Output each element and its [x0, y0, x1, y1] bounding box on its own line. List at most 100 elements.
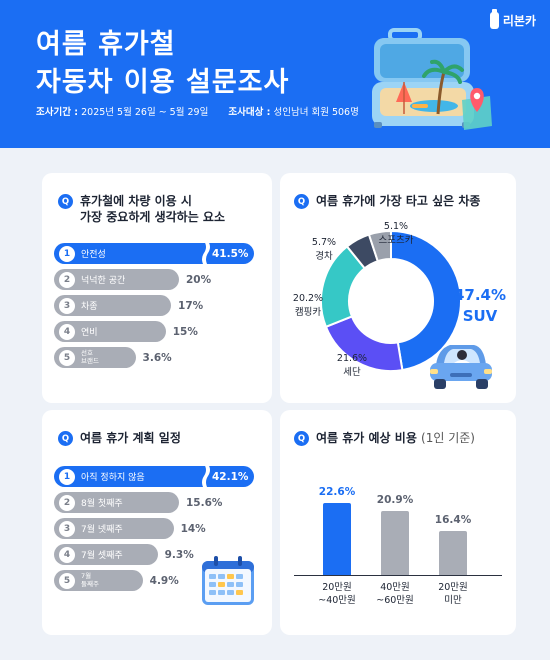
q4-title: Q 여름 휴가 예상 비용 (1인 기준)	[294, 430, 475, 446]
q3-bar-value: 4.9%	[149, 574, 179, 587]
q1-rank-badge: 5	[59, 349, 75, 366]
q1-bar: 2 넉넉한 공간	[54, 269, 179, 290]
q1-bar-value: 3.6%	[142, 351, 172, 364]
q1-bar-value: 17%	[178, 299, 204, 312]
target-label: 조사대상 :	[228, 107, 271, 118]
q3-rank-badge: 2	[59, 494, 75, 511]
q1-axis-break-icon	[202, 241, 210, 266]
q3-rank-badge: 4	[59, 546, 75, 563]
q2-slice-value: 20.2%	[292, 293, 324, 304]
q1-card: Q 휴가철에 차량 이용 시 가장 중요하게 생각하는 요소 1 안전성 41.5%…	[42, 173, 272, 403]
q1-bar-label: 안전성	[81, 250, 106, 260]
q4-column-category: 20만원 ~40만원	[318, 582, 356, 606]
q1-bar-row: 2 넉넉한 공간 20%	[54, 269, 264, 290]
header-banner: 여름 휴가철 자동차 이용 설문조사 조사기간 : 2025년 5월 26일 ~…	[0, 0, 550, 148]
q1-bar-label: 연비	[81, 328, 98, 338]
q4-column-value: 16.4%	[434, 513, 472, 526]
q2-slice-label: 5.1% 스포츠카	[372, 220, 420, 248]
q3-bar-row: 1 아직 정하지 않음 42.1%	[54, 464, 264, 489]
target-value: 성인남녀 회원 506명	[273, 107, 359, 118]
q2-donut-slice	[390, 229, 462, 372]
q3-bar-value: 42.1%	[212, 470, 249, 483]
q1-bar-row: 4 연비 15%	[54, 321, 264, 342]
q1-rank-badge: 2	[59, 271, 75, 288]
q1-rank-badge: 3	[59, 297, 75, 314]
q1-rank-badge: 1	[59, 245, 75, 262]
car-illustration	[430, 345, 492, 389]
q1-bar-row: 5 선호 브랜드 3.6%	[54, 347, 264, 368]
period-label: 조사기간 :	[36, 107, 79, 118]
q2-donut-slice	[367, 229, 392, 263]
q4-title-suffix: (1인 기준)	[421, 431, 475, 445]
q1-title-line1: 휴가철에 차량 이용 시	[80, 194, 192, 208]
logo-icon	[489, 9, 499, 29]
q2-slice-label: 5.7% 경차	[300, 236, 348, 264]
q2-slice-category: 캠핑카	[294, 307, 322, 318]
calendar-illustration	[202, 556, 254, 605]
brand-logo: 리본카	[489, 9, 536, 29]
q3-bar-label: 7월 셋째주	[81, 551, 123, 561]
page-title-line1: 여름 휴가철	[36, 29, 176, 60]
q2-slice-category: 경차	[315, 251, 333, 262]
q4-baseline	[294, 575, 502, 576]
q1-bar-value: 20%	[186, 273, 212, 286]
q3-title-text: 여름 휴가 계획 일정	[80, 431, 181, 445]
q1-bar-row: 3 차종 17%	[54, 295, 264, 316]
q4-card: Q 여름 휴가 예상 비용 (1인 기준) 22.6% 20만원 ~40만원 20.9…	[280, 410, 516, 635]
page-title-line2: 자동차 이용 설문조사	[36, 67, 290, 98]
period-value: 2025년 5월 26일 ~ 5월 29일	[81, 107, 209, 118]
q1-title-line2: 가장 중요하게 생각하는 요소	[80, 210, 226, 224]
q4-column-value: 22.6%	[318, 486, 356, 498]
q2-title-text: 여름 휴가에 가장 타고 싶은 차종	[316, 194, 481, 208]
q4-column	[439, 530, 467, 575]
q3-bar-row: 2 8월 첫째주 15.6%	[54, 492, 264, 513]
suitcase-beach-illustration	[372, 28, 492, 130]
q3-bar-row: 5 7월 둘째주 4.9%	[54, 570, 264, 591]
q3-bar-label: 8월 첫째주	[81, 499, 123, 509]
q2-slice-value: 5.7%	[311, 237, 337, 248]
q3-bar-chart: 1 아직 정하지 않음 42.1% 2 8월 첫째주 15.6% 3 7월 넷째주 14% 4 7월…	[54, 464, 264, 616]
q3-bar-value: 9.3%	[164, 548, 194, 561]
q3-bar-value: 15.6%	[186, 496, 223, 509]
q1-bar: 5 선호 브랜드	[54, 347, 136, 368]
q2-slice-category: 스포츠카	[378, 235, 414, 246]
q-badge: Q	[294, 194, 309, 209]
q1-bar-value: 41.5%	[212, 247, 249, 260]
q1-rank-badge: 4	[59, 323, 75, 340]
q2-slice-value: 21.6%	[336, 353, 368, 364]
q4-column	[381, 510, 409, 575]
q3-bar-value: 14%	[180, 522, 206, 535]
q2-slice-value: 5.1%	[383, 221, 409, 232]
q2-slice-label: 21.6% 세단	[328, 352, 376, 380]
q1-bar-value: 15%	[172, 325, 198, 338]
q2-slice-category: SUV	[462, 307, 498, 325]
q3-rank-badge: 5	[59, 572, 75, 589]
q-badge: Q	[58, 194, 73, 209]
q3-bar: 4 7월 셋째주	[54, 544, 158, 565]
q3-bar-label: 7월 넷째주	[81, 525, 123, 535]
q1-bar-label: 선호 브랜드	[81, 349, 99, 365]
q3-bar: 5 7월 둘째주	[54, 570, 143, 591]
q3-bar: 3 7월 넷째주	[54, 518, 174, 539]
q3-bar-label: 아직 정하지 않음	[81, 473, 145, 483]
q2-slice-label: 20.2% 캠핑카	[284, 292, 332, 320]
q2-slice-value: 47.4%	[453, 286, 507, 304]
q2-slice-category: 세단	[343, 367, 361, 378]
q3-bar-label: 7월 둘째주	[81, 572, 99, 588]
q2-card: Q 여름 휴가에 가장 타고 싶은 차종 47.4% SUV 21.6% 세단 20.2…	[280, 173, 516, 403]
q1-bar-label: 넉넉한 공간	[81, 276, 126, 286]
q1-bar-chart: 1 안전성 41.5% 2 넉넉한 공간 20% 3 차종 17% 4 연비 15% 5 선호 브랜드 3.6…	[54, 241, 264, 393]
q2-donut-chart	[320, 229, 462, 372]
q3-bar: 2 8월 첫째주	[54, 492, 179, 513]
q1-bar: 4 연비	[54, 321, 166, 342]
q-badge: Q	[294, 431, 309, 446]
q3-axis-break-icon	[202, 464, 210, 489]
q-badge: Q	[58, 431, 73, 446]
q1-bar-label: 차종	[81, 302, 98, 312]
q4-column-chart: 22.6% 20만원 ~40만원 20.9% 40만원 ~60만원 16.4% 20만원 미만	[280, 410, 516, 635]
q3-rank-badge: 3	[59, 520, 75, 537]
q1-title: Q 휴가철에 차량 이용 시 가장 중요하게 생각하는 요소	[58, 193, 225, 225]
q3-card: Q 여름 휴가 계획 일정 1 아직 정하지 않음 42.1% 2 8월 첫째주 15.6…	[42, 410, 272, 635]
q3-title: Q 여름 휴가 계획 일정	[58, 430, 181, 446]
q3-bar-row: 4 7월 셋째주 9.3%	[54, 544, 264, 565]
